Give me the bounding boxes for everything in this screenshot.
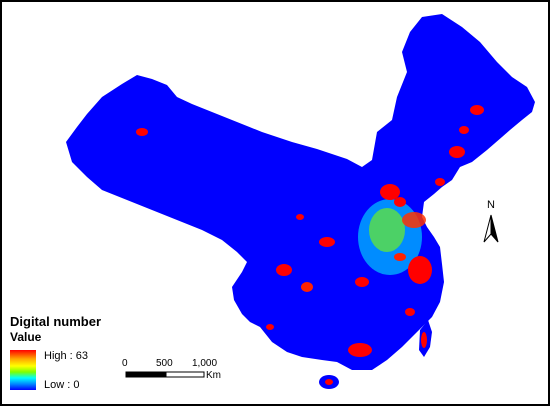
legend-low-label: Low : 0 [44,379,80,391]
legend-high-label: High : 63 [44,350,89,362]
hainan-lights [325,379,333,385]
lanzhou-lights [296,214,304,220]
scale-bar [125,371,205,378]
xian-lights [319,237,335,247]
legend-subtitle: Value [10,330,42,344]
hefei-lights [394,253,406,261]
fujian-coast-lights [405,308,415,316]
scale-tick-500: 500 [156,358,173,369]
chengdu-lights [276,264,292,276]
shandong-lights [402,212,426,228]
urumqi-lights [136,128,148,136]
changchun-lights [459,126,469,134]
beijing-lights [380,184,400,200]
pearl-river-delta-lights [348,343,372,357]
scale-bar-segment-1 [125,371,167,378]
wuhan-lights [355,277,369,287]
north-arrow-right-half [490,214,499,243]
legend-title: Digital number [10,314,102,329]
legend-color-ramp [10,350,36,390]
chongqing-lights [301,282,313,292]
shenyang-lights [449,146,465,158]
mainland-china-shape [66,14,535,370]
harbin-lights [470,105,484,115]
tianjin-lights [394,197,406,207]
north-china-plain-core [369,208,405,252]
kunming-lights [266,324,274,330]
legend: Digital number Value High : 63 Low : 0 [10,314,102,391]
north-label: N [487,199,495,211]
scale-tick-1000: 1,000 [192,358,218,369]
taiwan-lights [421,332,427,348]
scale-tick-0: 0 [122,358,128,369]
scale-bar-segment-2 [165,371,205,378]
scale-unit: Km [206,370,221,381]
north-arrow-left-half [483,214,492,243]
dalian-lights [435,178,445,186]
north-arrow [483,214,499,243]
yangtze-delta-lights [408,256,432,284]
